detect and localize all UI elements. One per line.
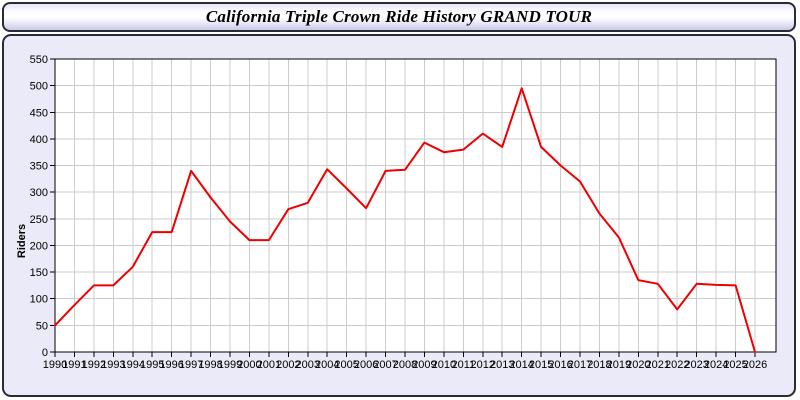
y-tick-label: 350 xyxy=(30,161,48,173)
x-tick-label: 1998 xyxy=(198,359,222,371)
title-bar: California Triple Crown Ride History GRA… xyxy=(2,2,796,32)
plot-area xyxy=(55,59,776,352)
data-line-riders xyxy=(54,87,756,353)
x-tick-label: 2010 xyxy=(432,359,456,371)
y-tick-label: 450 xyxy=(30,107,48,119)
x-tick-label: 1993 xyxy=(101,359,125,371)
x-tick-label: 2001 xyxy=(257,359,281,371)
x-tick-label: 1997 xyxy=(179,359,203,371)
x-tick-label: 2006 xyxy=(354,359,378,371)
x-tick-label: 2004 xyxy=(315,359,339,371)
x-tick-label: 2008 xyxy=(393,359,417,371)
x-tick-label: 2016 xyxy=(548,359,572,371)
x-tick-label: 2026 xyxy=(743,359,767,371)
x-tick-label: 2025 xyxy=(723,359,747,371)
x-tick-label: 2009 xyxy=(412,359,436,371)
x-tick-label: 2019 xyxy=(607,359,631,371)
x-tick-label: 2020 xyxy=(626,359,650,371)
x-tick-label: 2012 xyxy=(471,359,495,371)
x-tick-label: 2022 xyxy=(665,359,689,371)
x-tick-label: 1996 xyxy=(159,359,183,371)
x-tick-label: 1999 xyxy=(218,359,242,371)
y-tick-label: 0 xyxy=(42,347,48,359)
x-tick-label: 2011 xyxy=(452,359,476,371)
x-tick-label: 1994 xyxy=(121,359,145,371)
x-tick-label: 2014 xyxy=(509,359,533,371)
x-tick-label: 1990 xyxy=(43,359,67,371)
x-tick-label: 2000 xyxy=(237,359,261,371)
x-tick-label: 2002 xyxy=(276,359,300,371)
plot-frame xyxy=(54,58,777,353)
y-tick-label: 150 xyxy=(30,267,48,279)
y-tick-label: 250 xyxy=(30,214,48,226)
y-tick-label: 400 xyxy=(30,134,48,146)
y-tick-label: 100 xyxy=(30,294,48,306)
x-tick-label: 2003 xyxy=(296,359,320,371)
x-tick-label: 2013 xyxy=(490,359,514,371)
x-tick-label: 2024 xyxy=(704,359,728,371)
x-tick-label: 2015 xyxy=(529,359,553,371)
x-tick-label: 2018 xyxy=(587,359,611,371)
x-tick-label: 1992 xyxy=(82,359,106,371)
x-tick-label: 1995 xyxy=(140,359,164,371)
x-tick-label: 2007 xyxy=(373,359,397,371)
chart-title: California Triple Crown Ride History GRA… xyxy=(205,7,593,26)
x-tick-label: 2023 xyxy=(684,359,708,371)
y-tick-label: 50 xyxy=(36,320,48,332)
y-tick-label: 200 xyxy=(30,240,48,252)
y-tick-label: 550 xyxy=(30,54,48,66)
x-tick-label: 1991 xyxy=(62,359,86,371)
x-tick-label: 2017 xyxy=(568,359,592,371)
y-tick-label: 500 xyxy=(30,81,48,93)
x-tick-label: 2021 xyxy=(646,359,670,371)
y-tick-label: 300 xyxy=(30,187,48,199)
x-tick-label: 2005 xyxy=(334,359,358,371)
